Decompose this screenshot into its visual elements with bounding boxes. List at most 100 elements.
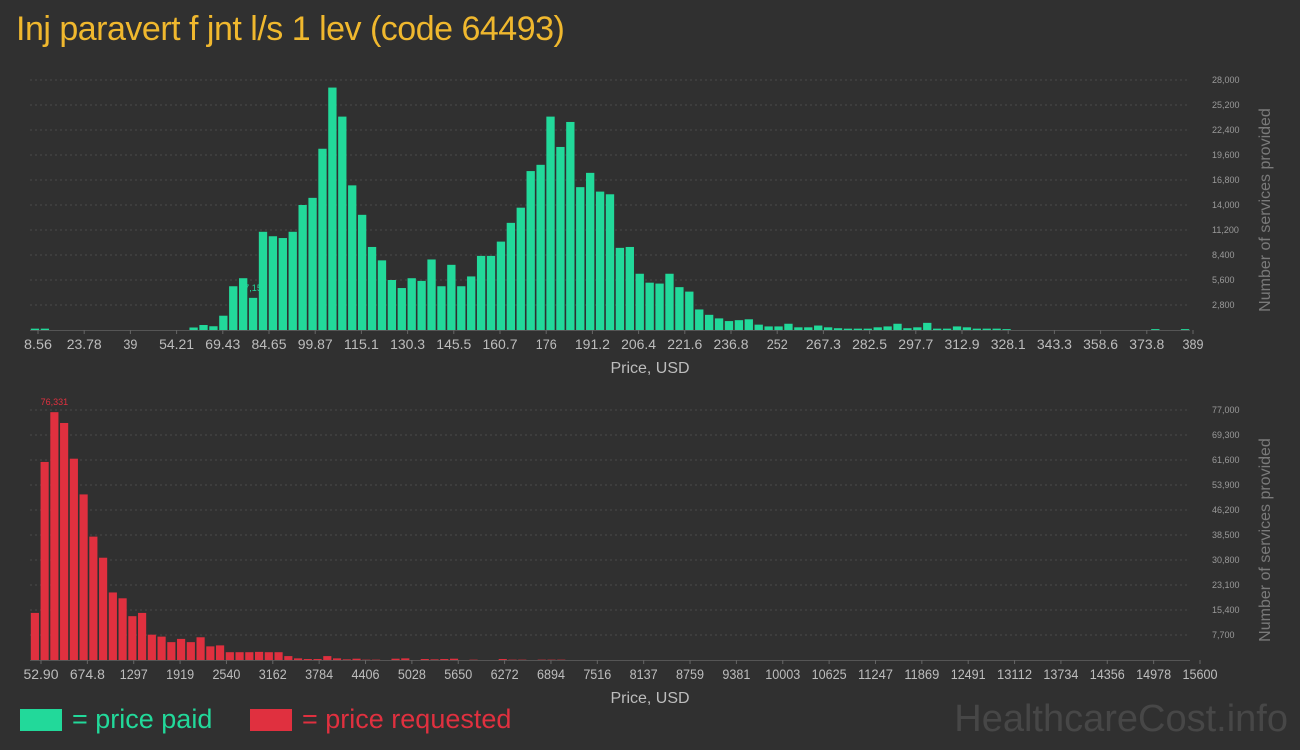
paid-bar <box>308 197 317 330</box>
paid-bar <box>566 121 575 330</box>
requested-bar <box>401 658 410 660</box>
paid-x-tick-label: 312.9 <box>945 336 980 352</box>
paid-bar <box>744 319 753 330</box>
requested-bar <box>284 656 293 660</box>
paid-bar <box>536 164 545 330</box>
requested-y-axis-label: Number of services provided <box>1257 438 1274 642</box>
paid-bar <box>635 273 644 330</box>
requested-bar <box>235 652 244 660</box>
paid-x-tick-label: 99.87 <box>298 336 333 352</box>
paid-bar <box>942 328 952 330</box>
legend-requested-label: = price requested <box>302 704 512 734</box>
requested-x-tick-label: 13734 <box>1043 666 1078 682</box>
legend-requested-swatch <box>250 708 292 731</box>
requested-x-tick-label: 13112 <box>997 666 1032 682</box>
paid-bar <box>437 286 446 330</box>
requested-bar <box>79 494 88 660</box>
paid-bar <box>794 327 803 330</box>
requested-bar <box>303 659 312 660</box>
page-title: Inj paravert f jnt l/s 1 lev (code 64493… <box>16 10 565 48</box>
paid-bar <box>843 328 853 330</box>
paid-peak-label: 27,152 <box>239 283 267 293</box>
paid-x-tick-label: 328.1 <box>991 336 1026 352</box>
paid-bar <box>189 327 198 330</box>
paid-bar <box>417 280 426 330</box>
requested-bar <box>342 659 351 660</box>
requested-bar <box>177 638 186 660</box>
paid-bar <box>873 327 882 330</box>
price-paid-chart: 2,800 5,600 8,400 11,200 14,000 16,800 19,600 2… <box>24 75 1274 377</box>
requested-bar <box>69 458 78 660</box>
paid-bar <box>655 283 664 330</box>
requested-bar <box>196 637 205 660</box>
paid-bar <box>962 327 972 330</box>
paid-bar <box>268 236 278 330</box>
paid-bar <box>823 327 833 330</box>
paid-x-tick-label: 8.56 <box>24 336 52 352</box>
paid-bar <box>972 328 981 330</box>
paid-x-tick-label: 343.3 <box>1037 336 1072 352</box>
requested-x-tick-label: 11869 <box>904 666 939 682</box>
paid-bar <box>328 87 337 330</box>
paid-bar <box>833 328 843 330</box>
paid-x-tick-label: 145.5 <box>436 336 471 352</box>
paid-bar <box>853 328 863 330</box>
paid-x-tick-label: 236.8 <box>714 336 749 352</box>
paid-bar <box>239 278 248 330</box>
requested-bar <box>332 658 342 660</box>
paid-bar <box>1151 329 1160 330</box>
requested-bar <box>391 658 400 660</box>
paid-bar <box>348 185 357 330</box>
requested-y-tick-label: 77,000 <box>1212 405 1240 415</box>
paid-bar <box>982 328 991 330</box>
paid-bar <box>1180 329 1190 330</box>
paid-x-tick-label: 176 <box>536 336 557 352</box>
paid-bar <box>457 286 466 330</box>
paid-y-tick-label: 2,800 <box>1212 300 1235 310</box>
paid-x-tick-label: 39 <box>123 336 137 352</box>
requested-bar <box>293 658 303 660</box>
paid-x-tick-label: 206.4 <box>621 336 656 352</box>
paid-bar <box>476 255 486 330</box>
requested-bar <box>147 634 156 660</box>
paid-x-tick-label: 252 <box>767 336 788 352</box>
paid-x-tick-label: 282.5 <box>852 336 887 352</box>
paid-bar <box>288 231 297 330</box>
paid-bar <box>40 328 50 330</box>
paid-bar <box>714 318 724 330</box>
requested-bar <box>420 659 429 660</box>
paid-y-axis-label: Number of services provided <box>1257 108 1274 312</box>
paid-bar <box>685 291 694 330</box>
paid-x-tick-label: 358.6 <box>1083 336 1118 352</box>
paid-y-tick-label: 19,600 <box>1212 150 1240 160</box>
requested-x-tick-label: 5028 <box>398 666 426 682</box>
requested-x-tick-label: 2540 <box>212 666 240 682</box>
requested-bar <box>313 659 322 660</box>
requested-bar <box>352 658 361 660</box>
paid-x-tick-label: 221.6 <box>667 336 702 352</box>
requested-bar <box>89 536 98 660</box>
legend-paid-swatch <box>20 708 62 731</box>
requested-y-tick-label: 38,500 <box>1212 530 1240 540</box>
requested-x-tick-label: 5650 <box>444 666 472 682</box>
paid-bar <box>576 187 585 330</box>
paid-bar <box>913 327 922 330</box>
paid-bar <box>377 260 387 330</box>
paid-x-tick-label: 160.7 <box>483 336 518 352</box>
requested-bar <box>108 592 117 660</box>
paid-x-tick-label: 130.3 <box>390 336 425 352</box>
requested-y-tick-label: 53,900 <box>1212 480 1240 490</box>
paid-bar <box>516 207 525 330</box>
requested-bar <box>430 659 439 660</box>
paid-bar <box>704 314 714 330</box>
legend-requested: = price requested <box>250 704 511 735</box>
paid-bar <box>1002 329 1011 330</box>
paid-bar <box>209 326 218 330</box>
requested-x-tick-label: 10003 <box>765 666 800 682</box>
paid-bar <box>526 171 535 330</box>
requested-peak-label: 76,331 <box>41 397 69 407</box>
requested-y-tick-label: 7,700 <box>1212 630 1235 640</box>
requested-x-axis-label: Price, USD <box>610 690 689 707</box>
paid-x-tick-label: 297.7 <box>898 336 933 352</box>
legend-paid-label: = price paid <box>72 704 213 734</box>
